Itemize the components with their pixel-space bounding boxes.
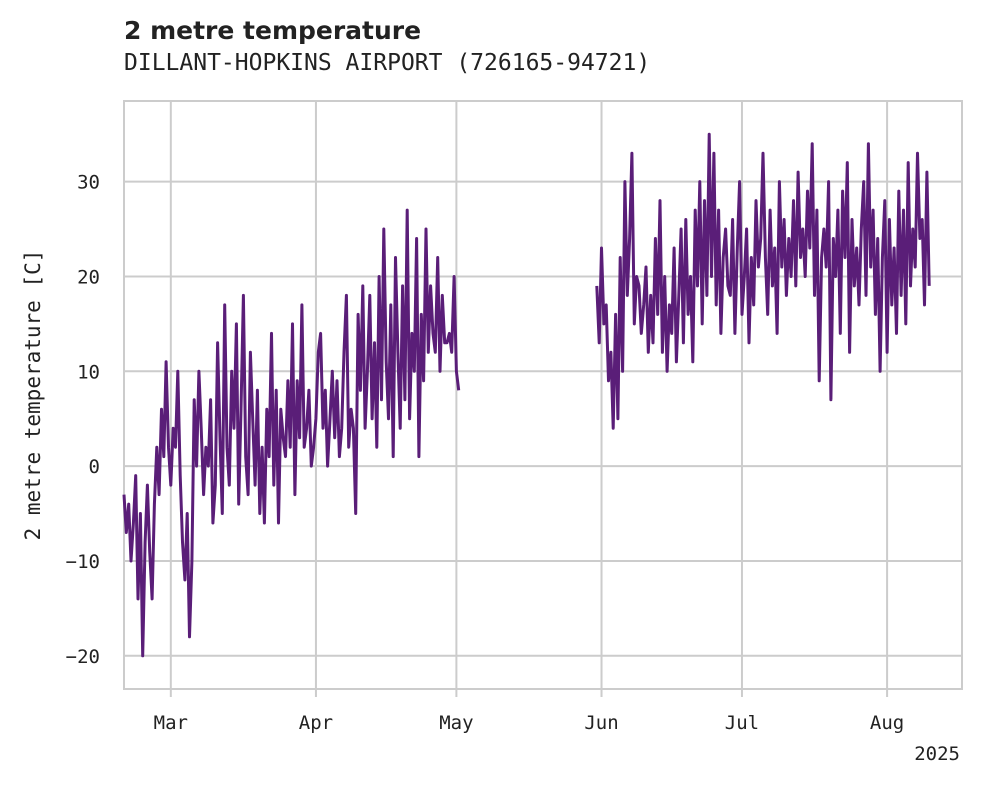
y-tick-label: 10 — [77, 361, 100, 383]
y-tick-label: 20 — [77, 266, 100, 288]
x-tick-label: Mar — [154, 712, 188, 734]
chart-subtitle: DILLANT-HOPKINS AIRPORT (726165-94721) — [124, 50, 651, 76]
y-tick-label: −10 — [66, 551, 100, 573]
grid-lines — [124, 101, 962, 697]
x-tick-label: May — [439, 712, 473, 734]
y-tick-labels: −20 −10 0 10 20 30 — [66, 172, 100, 668]
plot-frame — [123, 100, 963, 690]
series-group — [122, 132, 931, 658]
x-tick-label: Aug — [870, 712, 904, 734]
y-tick-label: −20 — [66, 646, 100, 668]
temperature-series-line — [122, 208, 461, 658]
x-tick-label: Apr — [299, 712, 333, 734]
temperature-series-line — [595, 132, 931, 430]
year-label: 2025 — [914, 743, 960, 765]
chart-title: 2 metre temperature — [124, 16, 422, 45]
x-tick-label: Jul — [725, 712, 759, 734]
y-tick-label: 30 — [77, 172, 100, 194]
x-tick-label: Jun — [584, 712, 618, 734]
y-axis-label: 2 metre temperature [C] — [21, 250, 45, 541]
y-tick-label: 0 — [89, 456, 100, 478]
x-tick-labels: Mar Apr May Jun Jul Aug — [154, 712, 905, 734]
